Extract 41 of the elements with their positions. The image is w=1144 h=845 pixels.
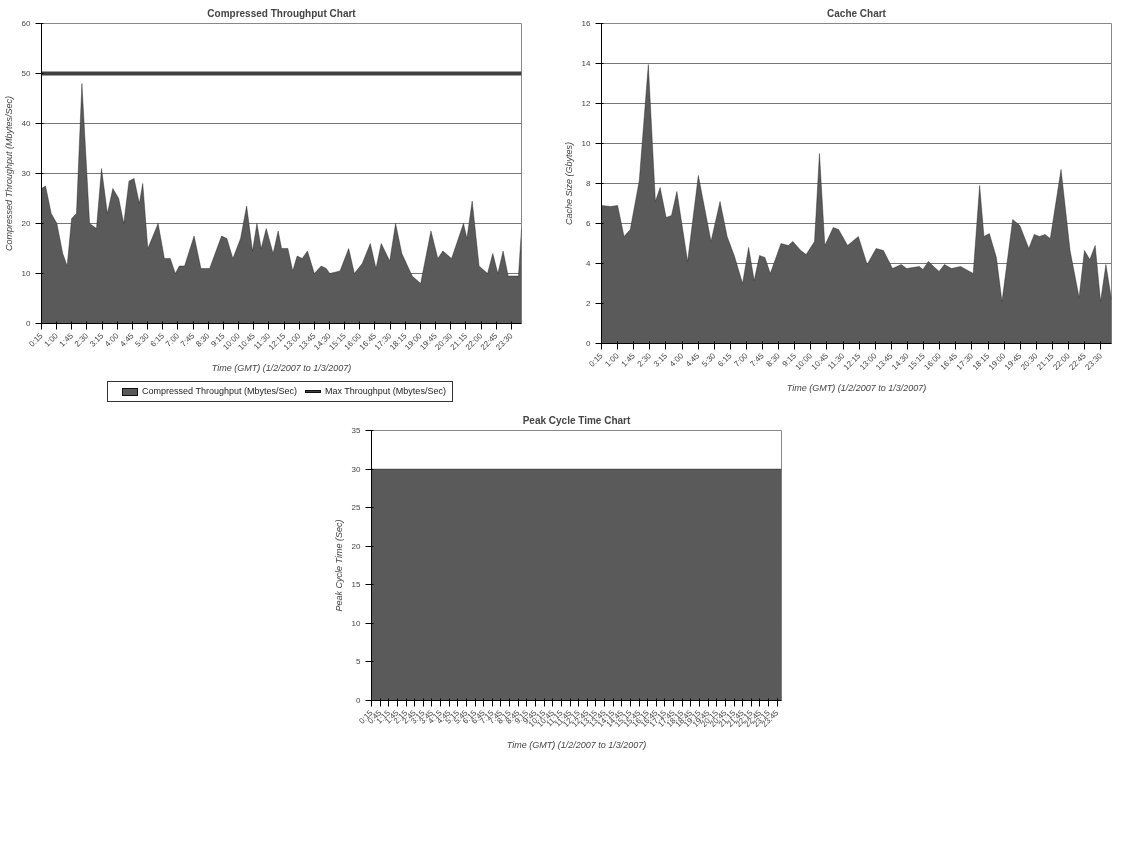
x-tick-label: 4:45 — [683, 350, 702, 369]
y-tick-label: 2 — [586, 299, 592, 308]
x-axis-title: Time (GMT) (1/2/2007 to 1/3/2007) — [211, 363, 352, 374]
y-tick-label: 20 — [351, 541, 362, 551]
y-tick-label: 10 — [21, 269, 32, 278]
y-tick-label: 60 — [21, 19, 32, 28]
y-tick-label: 6 — [586, 219, 592, 228]
y-tick-label: 50 — [21, 69, 32, 78]
x-axis-title: Time (GMT) (1/2/2007 to 1/3/2007) — [506, 739, 647, 750]
y-axis-title: Cache Size (Gbytes) — [563, 141, 574, 226]
y-tick-label: 0 — [586, 339, 592, 348]
y-tick-label: 10 — [581, 139, 592, 148]
y-tick-label: 30 — [21, 169, 32, 178]
y-axis-title: Peak Cycle Time (Sec) — [333, 519, 344, 612]
y-axis-title: Compressed Throughput (Mbytes/Sec) — [3, 95, 14, 252]
y-tick-label: 8 — [586, 179, 592, 188]
x-tick-label: 7:45 — [178, 330, 197, 349]
y-tick-label: 12 — [581, 99, 592, 108]
y-tick-label: 0 — [26, 319, 32, 328]
legend-label: Compressed Throughput (Mbytes/Sec) — [142, 386, 297, 396]
y-tick-label: 10 — [351, 618, 362, 628]
x-tick-label: 7:45 — [748, 350, 767, 369]
chart-title: Cache Chart — [827, 7, 887, 19]
y-tick-label: 4 — [586, 259, 592, 268]
x-tick-label: 4:00 — [103, 330, 121, 349]
x-axis-title: Time (GMT) (1/2/2007 to 1/3/2007) — [786, 383, 927, 394]
y-tick-label: 0 — [356, 695, 362, 705]
y-tick-label: 35 — [351, 425, 362, 435]
y-tick-label: 16 — [581, 19, 592, 28]
x-tick-label: 4:00 — [667, 350, 686, 369]
y-tick-label: 30 — [351, 464, 362, 474]
y-tick-label: 5 — [356, 657, 362, 667]
y-tick-label: 40 — [21, 119, 32, 128]
y-tick-label: 14 — [581, 59, 592, 68]
y-tick-label: 25 — [351, 502, 362, 512]
chart-title: Peak Cycle Time Chart — [522, 414, 631, 426]
chart-title: Compressed Throughput Chart — [207, 7, 357, 19]
y-tick-label: 15 — [351, 580, 362, 590]
legend-label: Max Throughput (Mbytes/Sec) — [325, 386, 446, 396]
x-tick-label: 7:00 — [732, 350, 751, 369]
y-tick-label: 20 — [21, 219, 32, 228]
